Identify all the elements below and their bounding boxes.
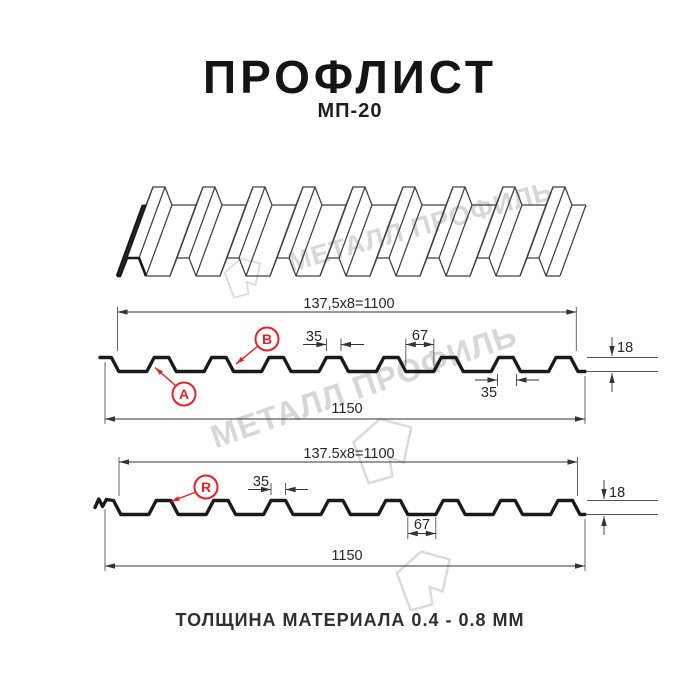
sheet-rib-line [195, 204, 223, 277]
dim-trough-back [407, 517, 437, 539]
sheet-rib-line [545, 204, 573, 277]
sheet-3d-drawing [115, 186, 587, 278]
metal-profil-logo-icon [352, 417, 413, 485]
profile-front-outline [98, 355, 587, 374]
dim-trough-front-label: 67 [412, 328, 428, 344]
profile-code: МП-20 [317, 100, 383, 122]
page-title: ПРОФЛИСТ [203, 51, 497, 103]
sheet-rib-line [176, 186, 204, 259]
leader-line [154, 366, 177, 387]
sheet-rib-line [395, 204, 423, 277]
dim-trough-front [405, 338, 435, 366]
sheet-rib-line [476, 186, 504, 259]
dim-coverage-back-label: 137.5x8=1100 [303, 446, 394, 462]
sheet-rib-line [145, 204, 173, 277]
metal-profil-logo-icon [223, 257, 262, 299]
sheet-rib-line [226, 186, 254, 259]
dim-crest-back-label: 35 [253, 474, 269, 490]
callout-r-circle [193, 474, 219, 500]
dim-coverage-back [118, 457, 578, 496]
dim-crest-front-label: 35 [306, 329, 322, 345]
sheet-rib-line [188, 186, 216, 259]
callout-a-circle [171, 381, 197, 407]
sheet-rib-line [288, 186, 316, 259]
sheet-rib-line [426, 186, 454, 259]
sheet-rib-line [376, 186, 404, 259]
sheet-rib-line [326, 186, 354, 259]
sheet-rib-line [438, 186, 466, 259]
profile-section-back: 137.5x8=1100 35 67 [93, 446, 658, 571]
dim-height-front-label: 18 [617, 340, 633, 356]
dim-height-back-label: 18 [609, 485, 625, 501]
sheet-rib-line [488, 186, 516, 259]
dim-height-back [587, 480, 658, 535]
profile-section-front: 137,5x8=1100 35 67 [98, 296, 658, 424]
sheet-rib-line [295, 204, 323, 277]
thickness-note: ТОЛЩИНА МАТЕРИАЛА 0.4 - 0.8 ММ [175, 610, 525, 630]
dim-height-front [587, 337, 658, 392]
sheet-rib-line [138, 186, 166, 259]
sheet-rib-line [245, 204, 273, 277]
sheet-rib-line [495, 204, 523, 277]
metal-profil-logo-icon [395, 550, 452, 612]
dim-full-width-front [104, 362, 586, 424]
sheet-far-edge [143, 186, 586, 206]
leader-line [235, 345, 259, 365]
dim-full-width-back-label: 1150 [331, 548, 362, 564]
callout-a: A [154, 366, 197, 407]
callout-b-label: B [262, 331, 272, 347]
callout-b-circle [254, 326, 280, 352]
leader-line [170, 491, 197, 503]
sheet-rib-line [388, 186, 416, 259]
sheet-rib-line [345, 204, 373, 277]
dim-full-width-back [104, 509, 586, 571]
sheet-rib-line [538, 186, 566, 259]
dim-rib-bottom-front-label: 35 [481, 385, 497, 401]
dim-rib-bottom-front [475, 374, 539, 386]
callout-r: R [170, 474, 219, 503]
sheet-rib-line [338, 186, 366, 259]
dim-trough-back-label: 67 [414, 517, 430, 533]
callout-b: B [235, 326, 280, 365]
sheet-rib-line [559, 204, 587, 277]
sheet-rib-line [276, 186, 304, 259]
dim-crest-front [303, 338, 364, 351]
sheet-rib-line [445, 204, 473, 277]
sheet-rib-line [526, 186, 554, 259]
sheet-cut-edge [115, 204, 145, 277]
dim-coverage-front [117, 307, 577, 351]
callout-r-label: R [201, 479, 211, 495]
callout-a-label: A [179, 386, 189, 402]
sheet-near-edge [117, 257, 560, 277]
dim-full-width-front-label: 1150 [331, 401, 362, 417]
dim-coverage-front-label: 137,5x8=1100 [303, 296, 394, 312]
sheet-cut-edge [118, 204, 147, 277]
profile-back-outline [93, 497, 587, 517]
dim-crest-back [248, 483, 308, 495]
sheet-rib-line [238, 186, 266, 259]
